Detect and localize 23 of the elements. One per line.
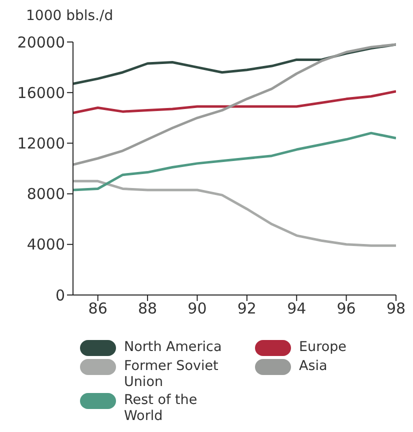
y-axis-title: 1000 bbls./d <box>26 8 114 24</box>
y-tick-label: 12000 <box>17 134 65 153</box>
x-tick-label: 90 <box>188 300 207 318</box>
legend-label: North America <box>124 339 222 355</box>
x-tick-label: 92 <box>237 300 256 318</box>
line-series <box>73 43 396 166</box>
line-series <box>73 180 396 247</box>
x-tick-label: 94 <box>287 300 306 318</box>
legend-label: Asia <box>299 358 328 374</box>
line-series <box>73 90 396 114</box>
y-tick-label: 16000 <box>17 84 65 102</box>
x-tick-label: 98 <box>386 300 406 318</box>
y-tick-label: 8000 <box>26 185 65 204</box>
legend-label: Former Soviet Union <box>124 358 220 390</box>
y-tick-label: 4000 <box>26 236 65 254</box>
x-tick-label: 88 <box>138 300 158 318</box>
y-tick-label: 20000 <box>17 33 65 52</box>
legend-label: Rest of the World <box>124 392 198 424</box>
x-tick-label: 96 <box>336 300 356 318</box>
line-series <box>73 132 396 192</box>
x-tick-label: 86 <box>88 300 108 318</box>
y-tick-label: 0 <box>55 286 65 304</box>
legend-label: Europe <box>299 339 346 355</box>
